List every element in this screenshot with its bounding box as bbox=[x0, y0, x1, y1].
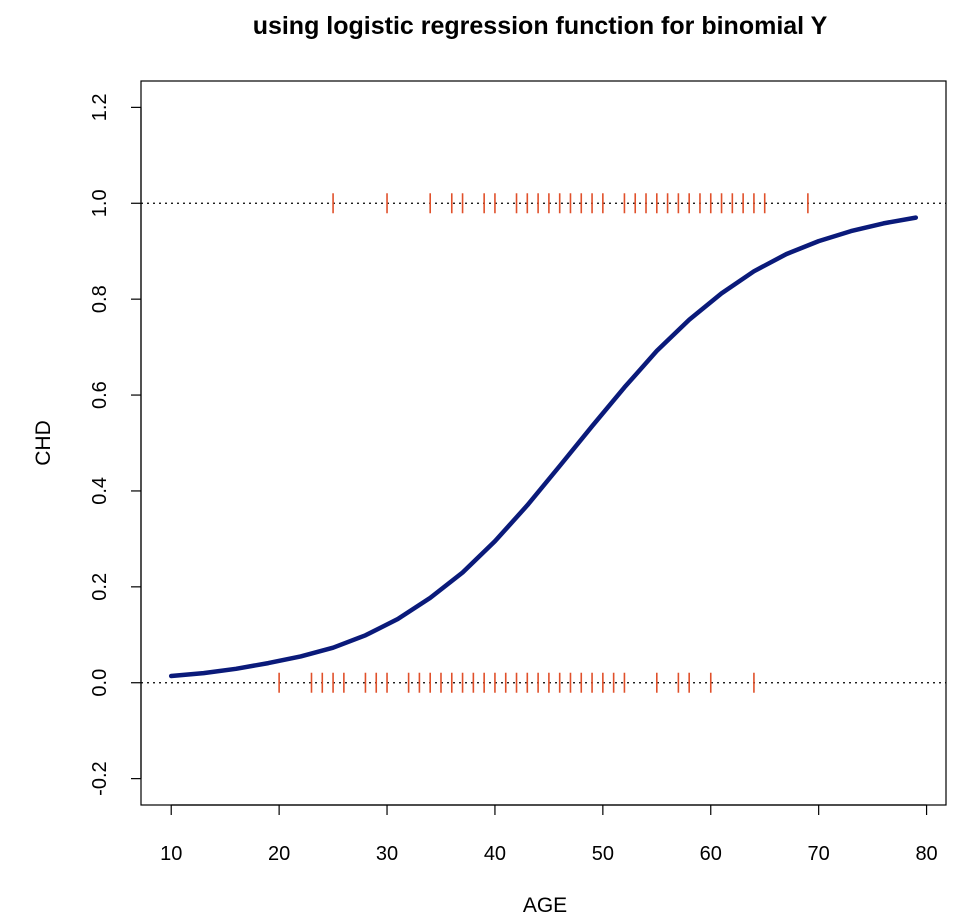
x-tick-label: 60 bbox=[700, 843, 722, 865]
x-axis-label: AGE bbox=[523, 894, 567, 917]
reference-lines bbox=[141, 202, 946, 684]
plot-frame bbox=[140, 80, 947, 806]
x-tick-label: 20 bbox=[268, 843, 290, 865]
x-axis: 10 20 30 40 50 60 70 80 bbox=[160, 804, 938, 865]
y-tick-label: 0.0 bbox=[89, 669, 111, 697]
x-tick-label: 50 bbox=[592, 843, 614, 865]
y-tick-label: -0.2 bbox=[89, 761, 111, 795]
y-tick-label: 1.0 bbox=[89, 189, 111, 217]
x-tick-label: 40 bbox=[484, 843, 506, 865]
y-tick-label: 0.4 bbox=[89, 477, 111, 505]
y-tick-label: 0.6 bbox=[89, 381, 111, 409]
y-axis: -0.2 0.0 0.2 0.4 0.6 0.8 1.0 1.2 bbox=[89, 93, 142, 796]
x-tick-label: 70 bbox=[808, 843, 830, 865]
y-axis-label: CHD bbox=[32, 420, 55, 466]
rug-marks bbox=[278, 193, 809, 693]
x-tick-label: 30 bbox=[376, 843, 398, 865]
y-tick-label: 0.8 bbox=[89, 285, 111, 313]
chart-title: using logistic regression function for b… bbox=[253, 12, 828, 40]
fitted-curve-layer bbox=[168, 215, 919, 679]
x-tick-label: 10 bbox=[160, 843, 182, 865]
x-tick-label: 80 bbox=[915, 843, 937, 865]
fitted-logistic-curve bbox=[168, 215, 919, 679]
y-tick-label: 1.2 bbox=[89, 93, 111, 121]
y-tick-label: 0.2 bbox=[89, 573, 111, 601]
